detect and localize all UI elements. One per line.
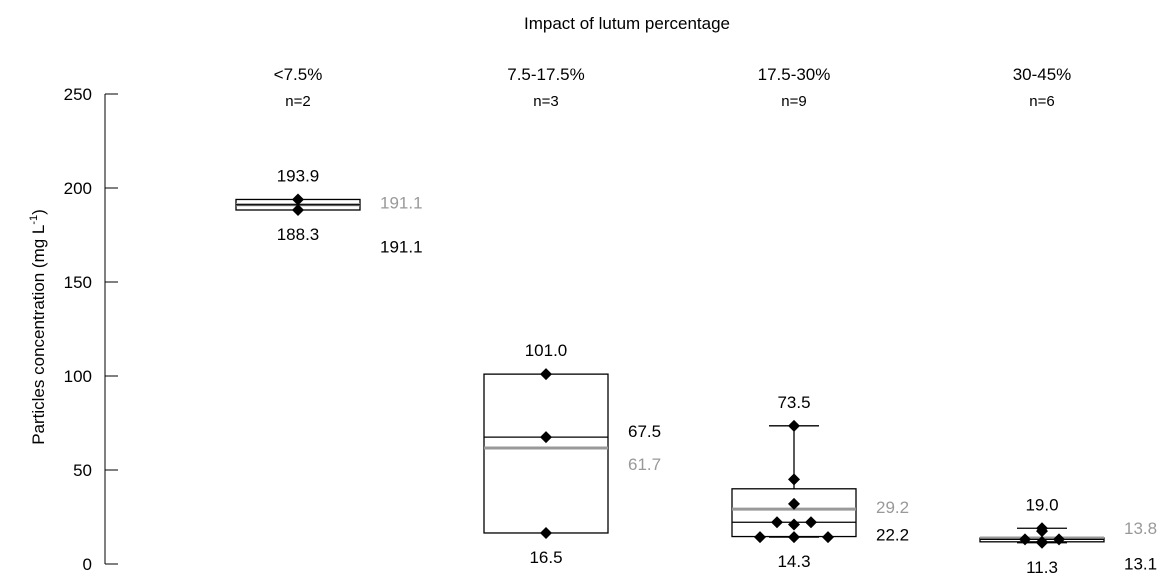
data-point	[1053, 533, 1065, 546]
y-axis-label-main: Particles concentration (mg L	[29, 225, 48, 445]
data-point	[1036, 525, 1048, 538]
box-group: 7.5-17.5% n=3 101.0 16.5 61.7 67.5	[483, 65, 661, 567]
group-n-label: n=9	[781, 93, 806, 110]
median-value-label: 13.1	[1124, 554, 1157, 573]
y-axis-ticks: 0 50 100 150 200 250	[64, 85, 118, 574]
group-n-label: n=3	[533, 93, 558, 110]
group-label: <7.5%	[274, 65, 323, 84]
group-n-label: n=6	[1029, 93, 1054, 110]
data-point	[788, 531, 800, 544]
min-value-label: 188.3	[277, 225, 320, 244]
data-point	[822, 531, 834, 544]
y-tick-label: 0	[83, 555, 92, 574]
y-tick-label: 150	[64, 273, 92, 292]
y-tick-label: 200	[64, 179, 92, 198]
group-label: 7.5-17.5%	[507, 65, 585, 84]
data-point	[788, 419, 800, 432]
mean-value-label: 13.8	[1124, 519, 1157, 538]
y-tick-label: 50	[73, 461, 92, 480]
box-group: <7.5% n=2 193.9 188.3 191.1 191.1	[235, 65, 423, 257]
box-groups: <7.5% n=2 193.9 188.3 191.1 191.1 7.5-17.5% n=3…	[235, 65, 1157, 577]
data-point	[540, 368, 552, 381]
mean-value-label: 29.2	[876, 498, 909, 517]
max-value-label: 19.0	[1025, 495, 1058, 514]
group-label: 17.5-30%	[758, 65, 831, 84]
data-point	[805, 516, 817, 529]
min-value-label: 11.3	[1026, 558, 1058, 577]
data-point	[1019, 533, 1031, 546]
data-point	[540, 431, 552, 444]
max-value-label: 101.0	[525, 341, 568, 360]
median-value-label: 191.1	[380, 238, 423, 257]
max-value-label: 73.5	[777, 393, 810, 412]
mean-value-label: 61.7	[628, 455, 661, 474]
data-point	[771, 516, 783, 529]
median-value-label: 67.5	[628, 422, 661, 441]
chart-title: Impact of lutum percentage	[524, 14, 730, 33]
group-label: 30-45%	[1013, 65, 1072, 84]
data-point	[292, 193, 304, 206]
mean-value-label: 191.1	[380, 194, 423, 213]
data-point	[540, 526, 552, 539]
median-value-label: 22.2	[876, 525, 909, 544]
data-point	[292, 203, 304, 216]
y-axis-label-superscript: -1	[28, 215, 40, 225]
min-value-label: 16.5	[529, 548, 562, 567]
data-point	[754, 531, 766, 544]
data-point	[788, 518, 800, 531]
box-iqr	[483, 373, 609, 534]
y-tick-label: 100	[64, 367, 92, 386]
y-axis-label: Particles concentration (mg L-1)	[28, 209, 48, 445]
y-axis-label-close: )	[29, 209, 48, 215]
y-tick-label: 250	[64, 85, 92, 104]
box-group: 17.5-30% n=9 73.5 14.3 29.2 22.2	[731, 65, 909, 571]
box-group: 30-45% n=6 19.0 11.3 13.8 13.1	[979, 65, 1157, 577]
data-point	[1036, 535, 1048, 548]
min-value-label: 14.3	[777, 552, 810, 571]
max-value-label: 193.9	[277, 166, 320, 185]
data-point	[788, 473, 800, 486]
group-n-label: n=2	[285, 93, 310, 110]
data-point	[788, 497, 800, 510]
